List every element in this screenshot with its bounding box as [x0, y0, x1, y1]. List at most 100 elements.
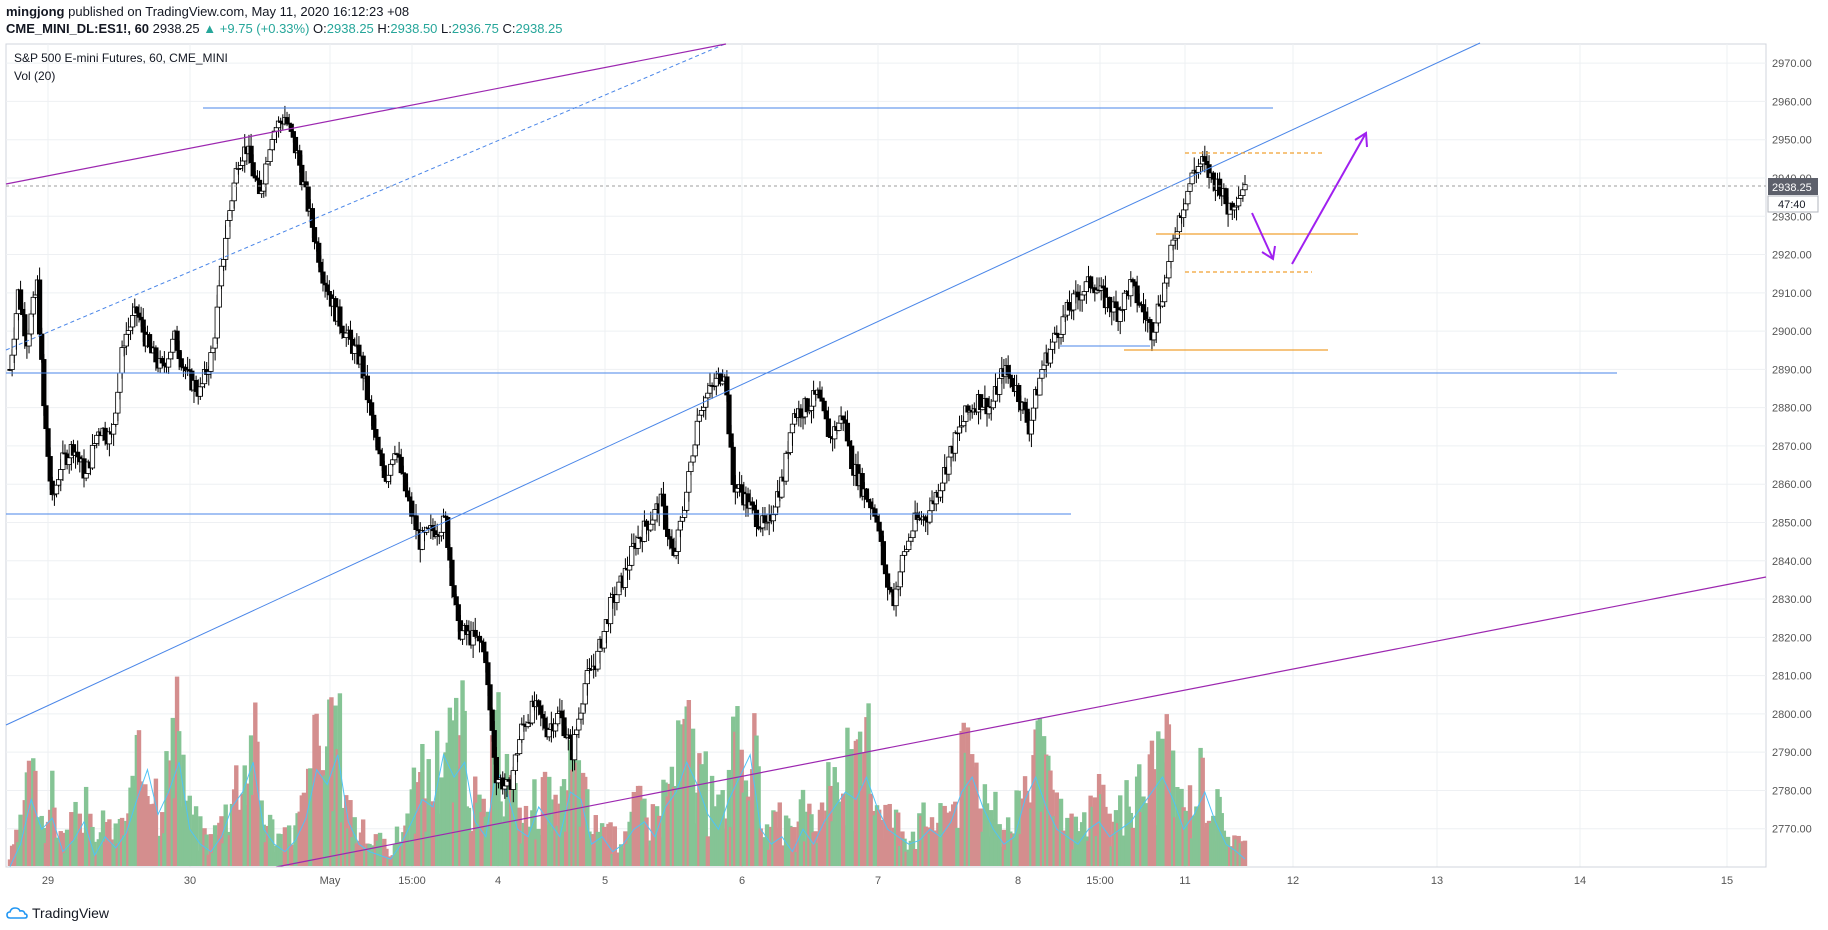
volume-bar	[1118, 795, 1123, 866]
candle-up	[53, 484, 60, 495]
candle-up	[616, 581, 622, 596]
candle-down	[398, 456, 404, 474]
candle-down	[1009, 378, 1015, 387]
x-tick-label: 15:00	[398, 875, 426, 887]
countdown-tag-text: 47:40	[1778, 199, 1806, 211]
publish-info: published on TradingView.com, May 11, 20…	[68, 4, 410, 19]
candle-down	[804, 398, 810, 413]
candle-up	[675, 529, 681, 552]
price-axis[interactable]: 2970.002960.002950.002940.002930.002920.…	[1772, 58, 1812, 836]
candle-up	[652, 509, 658, 521]
candle-down	[817, 389, 823, 399]
volume-bar	[866, 703, 871, 866]
candle-down	[178, 358, 184, 368]
candle-down	[660, 493, 667, 507]
candle-down	[1223, 188, 1229, 205]
candle-down	[449, 559, 455, 586]
candle-up	[240, 160, 246, 166]
candle-down	[485, 662, 491, 686]
candle-up	[388, 463, 394, 476]
candle-up	[897, 571, 903, 588]
candle-down	[538, 705, 544, 715]
candle-up	[1155, 303, 1161, 324]
down-arrow-head	[1261, 245, 1276, 261]
candle-up	[218, 265, 225, 287]
candle-down	[872, 508, 878, 517]
volume-bar	[352, 817, 357, 866]
candle-up	[113, 412, 119, 425]
candle-up	[225, 220, 231, 239]
candle-down	[290, 131, 296, 138]
candle-down	[863, 488, 870, 500]
y-tick-label: 2920.00	[1772, 250, 1812, 262]
volume-bar	[910, 831, 916, 866]
candle-up	[1195, 166, 1202, 173]
candle-up	[677, 520, 683, 531]
volume-bar	[73, 801, 78, 866]
volume-bar	[52, 807, 57, 866]
candle-up	[220, 259, 227, 267]
candle-up	[1231, 206, 1238, 211]
candle-up	[1242, 184, 1248, 191]
candle-down	[360, 355, 366, 379]
candle-down	[844, 422, 851, 442]
price-change: +9.75 (+0.33%)	[219, 21, 310, 36]
candle-up	[1159, 301, 1166, 307]
volume-bar	[153, 778, 159, 866]
candle-up	[688, 461, 694, 472]
candle-up	[1168, 244, 1174, 262]
candle-up	[635, 537, 641, 549]
volume-bar	[800, 789, 806, 866]
y-tick-label: 2810.00	[1772, 671, 1812, 683]
candle-up	[956, 426, 963, 434]
volume-bar	[204, 834, 209, 866]
candle-up	[502, 785, 508, 790]
author-name[interactable]: mingjong	[6, 4, 65, 19]
candle-up	[233, 168, 239, 184]
candle-up	[56, 479, 62, 486]
candle-up	[595, 650, 601, 670]
candle-down	[1113, 301, 1119, 309]
candle-up	[808, 405, 815, 411]
candle-down	[136, 312, 142, 318]
candle-down	[1022, 401, 1028, 410]
up-triangle-icon: ▲	[203, 21, 217, 36]
time-axis[interactable]: 29 30 May 15:00 4 5 6 7 8 15:00 11 12 13 14 15	[6, 866, 1766, 887]
volume-bar	[69, 812, 74, 866]
candle-up	[1081, 291, 1087, 296]
candle-up	[510, 770, 516, 790]
volume-bar	[1187, 785, 1193, 866]
volume-bar	[849, 749, 854, 866]
candle-down	[320, 271, 326, 284]
x-tick-label: 11	[1179, 875, 1190, 887]
candle-down	[318, 261, 324, 273]
volume-bar	[219, 816, 224, 866]
candle-up	[1028, 419, 1035, 435]
y-tick-label: 2820.00	[1772, 632, 1812, 644]
candle-down	[798, 408, 804, 419]
candle-down	[739, 484, 745, 493]
candle-up	[698, 409, 705, 416]
volume-bar	[720, 790, 725, 866]
candle-down	[876, 521, 882, 532]
candle-down	[489, 709, 495, 731]
candle-up	[546, 729, 552, 738]
candle-down	[1147, 319, 1153, 323]
candle-up	[111, 423, 117, 435]
candle-down	[751, 504, 757, 511]
candle-down	[825, 418, 831, 437]
candle-down	[840, 415, 846, 421]
symbol-line: CME_MINI_DL:ES1!, 60 2938.25 ▲ +9.75 (+0…	[6, 21, 563, 36]
candle-down	[1088, 276, 1094, 289]
tradingview-brand[interactable]: TradingView	[32, 905, 110, 921]
candle-up	[910, 530, 916, 539]
candle-down	[174, 330, 180, 351]
volume-bar	[1092, 797, 1098, 866]
candle-down	[176, 350, 182, 360]
candle-up	[227, 210, 233, 221]
volume-bar	[513, 783, 518, 866]
candle-up	[927, 510, 933, 523]
candle-down	[337, 306, 343, 327]
symbol-name[interactable]: CME_MINI_DL:ES1!, 60	[6, 21, 150, 36]
